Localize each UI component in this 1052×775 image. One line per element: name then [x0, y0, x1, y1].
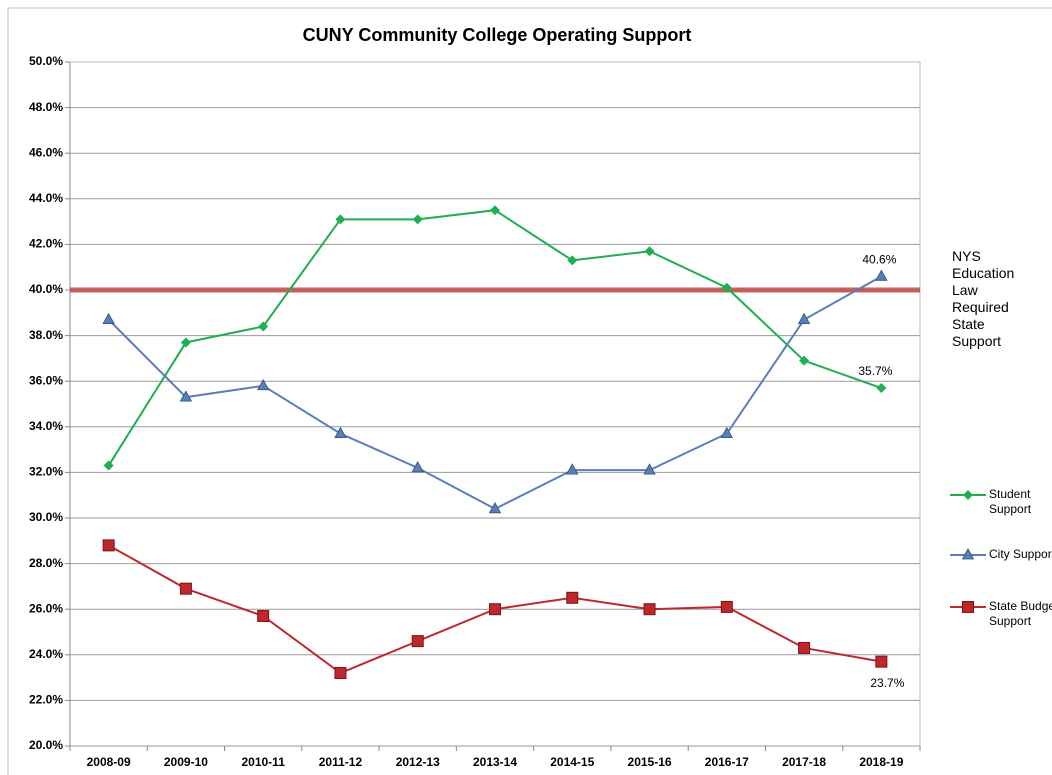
y-tick-label: 48.0%	[29, 100, 63, 114]
marker	[962, 601, 974, 613]
y-tick-label: 50.0%	[29, 54, 63, 68]
x-tick-label: 2009-10	[164, 755, 208, 769]
y-tick-label: 46.0%	[29, 145, 63, 159]
x-tick-label: 2013-14	[473, 755, 517, 769]
data-label: 35.7%	[858, 364, 892, 378]
reference-label: NYS Education Law Required State Support	[952, 248, 1015, 349]
y-tick-label: 26.0%	[29, 601, 63, 615]
marker	[334, 667, 347, 680]
y-tick-label: 28.0%	[29, 556, 63, 570]
marker	[875, 269, 888, 281]
y-tick-label: 34.0%	[29, 419, 63, 433]
x-tick-label: 2012-13	[396, 755, 440, 769]
y-tick-label: 30.0%	[29, 510, 63, 524]
marker	[335, 214, 346, 225]
chart-frame	[7, 7, 1052, 775]
marker	[567, 255, 578, 266]
marker	[488, 502, 502, 514]
marker	[103, 460, 114, 471]
marker	[644, 246, 655, 257]
marker	[411, 461, 424, 473]
x-tick-label: 2017-18	[782, 755, 826, 769]
x-tick-label: 2015-16	[628, 755, 672, 769]
y-tick-label: 38.0%	[29, 328, 63, 342]
y-tick-label: 40.0%	[29, 282, 63, 296]
marker	[961, 548, 975, 560]
y-tick-label: 36.0%	[29, 373, 63, 387]
marker	[180, 337, 191, 348]
marker	[721, 282, 732, 293]
legend-label: Student Support	[989, 487, 1032, 516]
marker	[179, 390, 193, 402]
marker	[876, 383, 887, 394]
marker	[102, 312, 115, 325]
x-tick-label: 2011-12	[319, 755, 363, 769]
x-tick-label: 2014-15	[550, 755, 594, 769]
y-tick-label: 42.0%	[29, 237, 63, 251]
x-tick-label: 2008-09	[87, 755, 131, 769]
y-tick-label: 32.0%	[29, 465, 63, 479]
marker	[258, 321, 269, 332]
marker	[963, 490, 973, 500]
marker	[257, 610, 270, 623]
marker	[102, 539, 115, 552]
data-label: 23.7%	[870, 676, 904, 690]
marker	[566, 463, 579, 475]
marker	[257, 378, 270, 391]
marker	[799, 355, 810, 366]
marker	[490, 205, 500, 216]
legend-label: State Budget Support	[989, 599, 1052, 628]
marker	[797, 312, 811, 325]
marker	[720, 426, 733, 439]
marker	[412, 214, 423, 225]
marker	[411, 635, 424, 648]
marker	[334, 426, 347, 439]
x-tick-label: 2018-19	[859, 755, 903, 769]
marker	[798, 641, 811, 654]
y-tick-label: 22.0%	[29, 693, 63, 707]
chart-title: CUNY Community College Operating Support	[303, 25, 692, 45]
y-tick-label: 20.0%	[29, 738, 63, 752]
marker	[875, 655, 888, 668]
marker	[566, 591, 579, 604]
marker	[489, 603, 501, 616]
y-tick-label: 24.0%	[29, 647, 63, 661]
marker	[643, 463, 656, 475]
legend-label: City Support	[989, 547, 1052, 561]
data-label: 40.6%	[862, 252, 896, 266]
x-tick-label: 2016-17	[705, 755, 749, 769]
marker	[720, 600, 733, 613]
marker	[643, 603, 656, 616]
marker	[179, 582, 192, 595]
x-tick-label: 2010-11	[241, 755, 285, 769]
y-tick-label: 44.0%	[29, 191, 63, 205]
